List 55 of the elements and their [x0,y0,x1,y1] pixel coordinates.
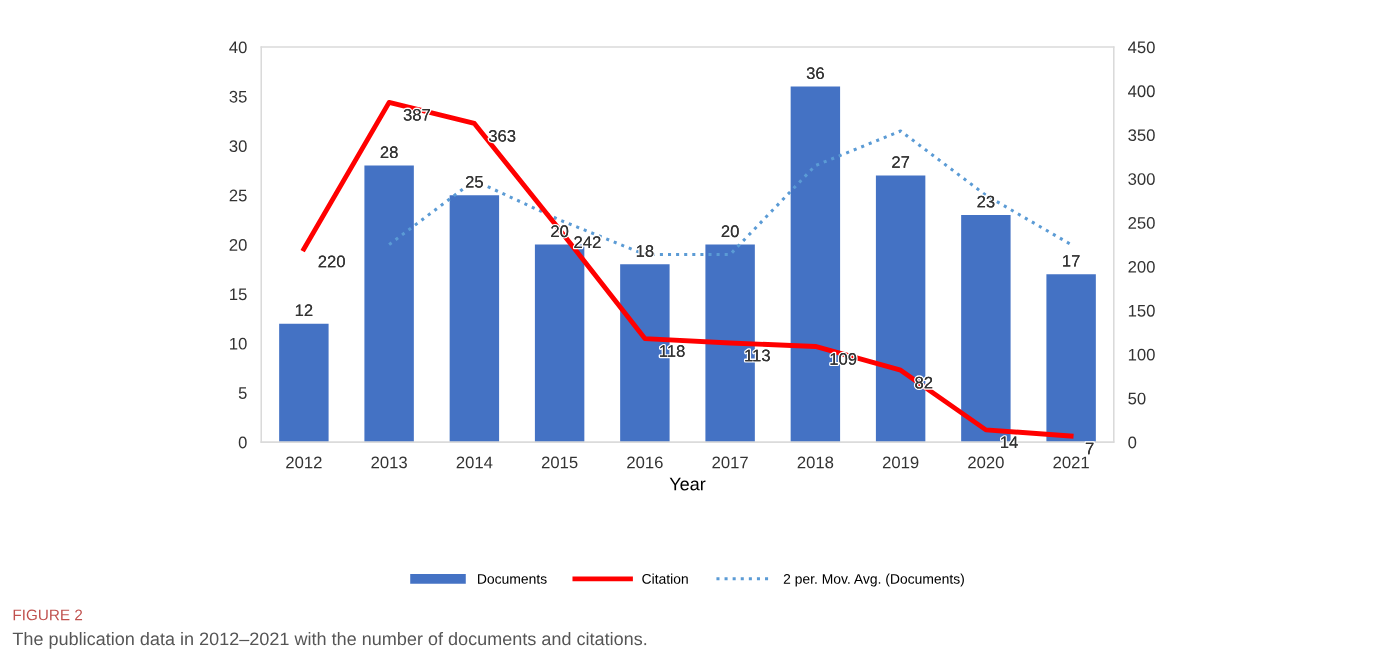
bar [1046,274,1096,443]
data-label: 12 [295,304,313,317]
data-label: 7 [1085,442,1094,455]
data-label: 242 [574,236,601,248]
x-axis-title: Year [669,477,706,491]
x-tick-label: 2020 [968,456,1004,469]
bar [449,195,500,443]
bar [364,165,414,443]
x-tick-label: 2014 [456,456,493,469]
data-label: 220 [318,255,345,268]
y2-tick-label: 250 [1128,217,1155,229]
legend-label: 2 per. Mov. Avg. (Documents) [783,573,964,587]
y-tick-label: 5 [238,387,247,399]
y-tick-label: 0 [238,436,247,449]
data-label: 36 [806,67,824,80]
y2-tick-label: 50 [1128,392,1146,405]
y2-tick-label: 400 [1128,85,1155,98]
caption: FIGURE 2 [13,609,83,621]
data-label: 28 [380,146,398,159]
y-tick-label: 35 [229,90,247,103]
data-label: 27 [892,156,910,168]
data-label: 82 [915,376,933,389]
x-tick-label: 2017 [712,456,748,469]
data-label: 109 [830,353,857,365]
x-tick-label: 2021 [1053,456,1089,469]
y2-tick-label: 150 [1128,304,1155,317]
data-label: 23 [977,195,995,208]
y2-tick-label: 0 [1128,436,1137,449]
x-tick-label: 2016 [627,456,663,469]
y2-tick-label: 350 [1128,129,1155,142]
y-tick-label: 40 [229,41,247,54]
x-tick-label: 2019 [882,456,919,469]
x-tick-label: 2015 [541,456,578,469]
x-tick-label: 2013 [371,456,407,469]
data-label: 18 [636,245,654,257]
y-tick-label: 10 [230,337,247,350]
y2-tick-label: 450 [1128,41,1155,54]
legend-label: Citation [642,573,688,584]
data-label: 363 [488,129,516,142]
data-label: 20 [721,225,739,238]
y-tick-label: 15 [230,288,247,301]
x-tick-label: 2012 [286,456,322,469]
y-tick-label: 25 [229,189,247,202]
data-label: 387 [403,108,430,121]
y2-tick-label: 200 [1128,260,1155,273]
bar [279,323,329,443]
y-tick-label: 30 [229,140,247,153]
legend-label: Documents [478,574,547,584]
data-label: 17 [1063,255,1080,267]
data-label: 14 [1001,436,1018,449]
x-tick-label: 2018 [797,456,834,469]
y2-tick-label: 100 [1128,348,1155,361]
y2-tick-label: 300 [1128,173,1155,185]
text: The publication data in 2012–2021 with the number of documents and citations. [12,632,647,649]
y-tick-label: 20 [229,239,247,251]
